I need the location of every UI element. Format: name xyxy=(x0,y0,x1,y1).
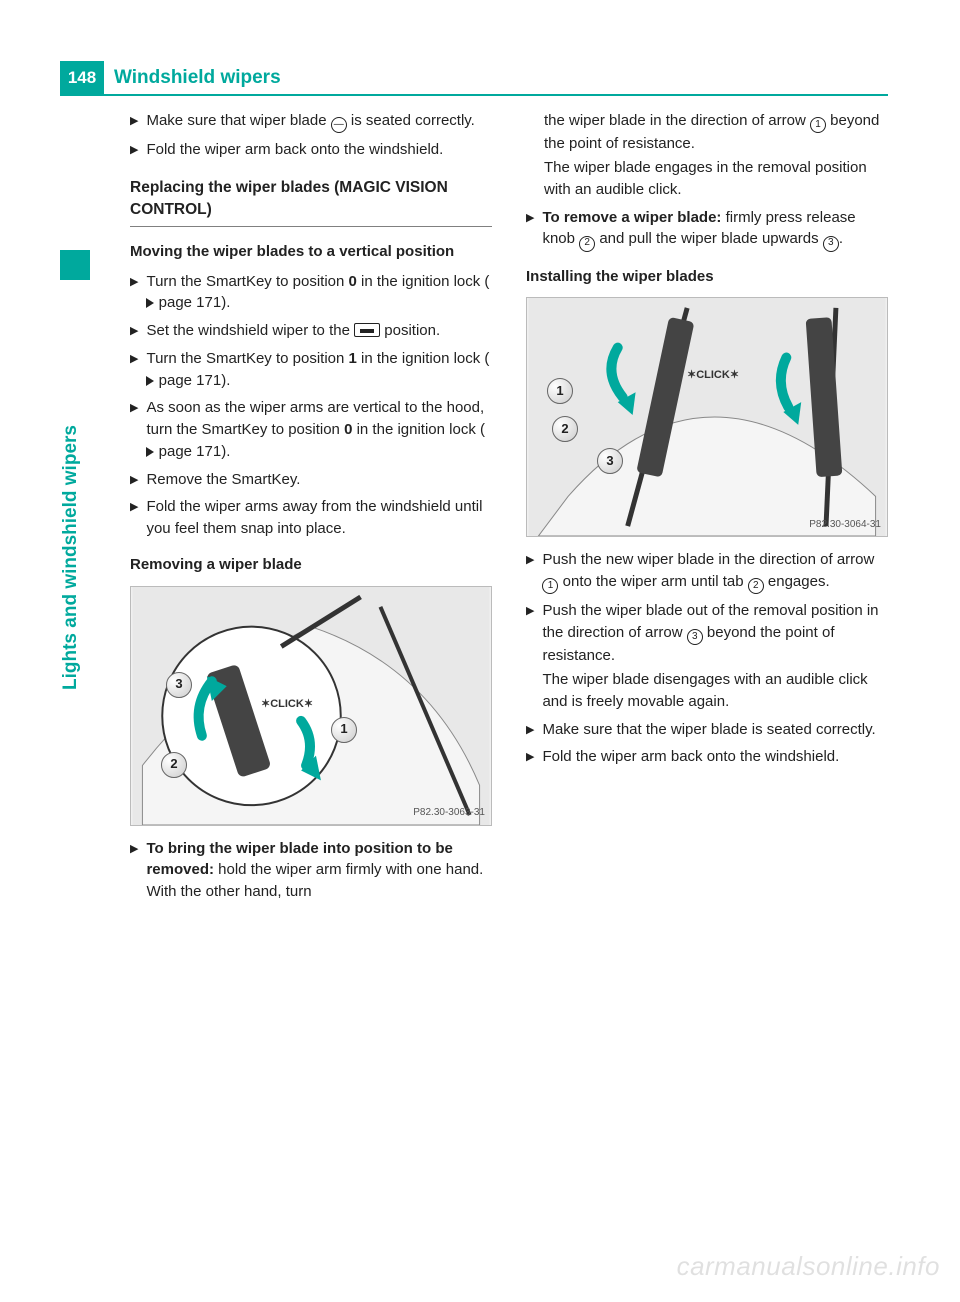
content-area: ▶ Make sure that wiper blade — is seated… xyxy=(130,110,888,909)
text-span: page 171). xyxy=(154,372,230,389)
step-text: Remove the SmartKey. xyxy=(146,469,492,491)
figure-label: P82.30-3064-31 xyxy=(809,518,881,533)
text-span: The wiper blade disengages with an audib… xyxy=(542,669,888,713)
text-span: page 171). xyxy=(154,294,230,311)
step-item: ▶ Fold the wiper arms away from the wind… xyxy=(130,496,492,540)
text-span: in the ignition lock ( xyxy=(357,350,490,367)
step-item: ▶ To remove a wiper blade: firmly press … xyxy=(526,207,888,252)
step-bullet-icon: ▶ xyxy=(130,114,138,133)
step-text: Push the new wiper blade in the directio… xyxy=(542,549,888,594)
watermark: carmanualsonline.info xyxy=(677,1251,940,1282)
step-bullet-icon: ▶ xyxy=(526,750,534,768)
step-text: To remove a wiper blade: firmly press re… xyxy=(542,207,888,252)
step-item: ▶ Fold the wiper arm back onto the winds… xyxy=(130,139,492,161)
step-item: ▶ Turn the SmartKey to position 0 in the… xyxy=(130,271,492,315)
callout-2: 2 xyxy=(161,752,187,778)
figure-label: P82.30-3063-31 xyxy=(413,806,485,821)
text-span: and pull the wiper blade upwards xyxy=(595,230,823,247)
click-burst-icon: ✶CLICK✶ xyxy=(687,368,739,384)
step-item: ▶ To bring the wiper blade into position… xyxy=(130,838,492,903)
text-span: Turn the SmartKey to position xyxy=(146,350,348,367)
section-heading: Replacing the wiper blades (MAGIC VISION… xyxy=(130,177,492,222)
step-text: Set the windshield wiper to the position… xyxy=(146,320,492,342)
step-bullet-icon: ▶ xyxy=(130,500,138,540)
side-label: Lights and windshield wipers xyxy=(60,425,82,690)
step-bullet-icon: ▶ xyxy=(130,473,138,491)
text-span: in the ignition lock ( xyxy=(357,273,490,290)
text-span: the wiper blade in the direction of arro… xyxy=(544,112,810,129)
figure-removing: 1 2 3 ✶CLICK✶ P82.30-3063-31 xyxy=(130,586,492,826)
text-bold: 1 xyxy=(349,350,357,367)
header-bar: 148 Windshield wipers xyxy=(60,62,888,96)
step-text: Fold the wiper arm back onto the windshi… xyxy=(146,139,492,161)
text-span: Make sure that wiper blade xyxy=(146,112,330,129)
text-span: Turn the SmartKey to position xyxy=(146,273,348,290)
click-burst-icon: ✶CLICK✶ xyxy=(261,697,313,713)
callout-circle-icon: — xyxy=(331,117,347,133)
step-bullet-icon: ▶ xyxy=(526,211,534,252)
step-item: ▶ Set the windshield wiper to the positi… xyxy=(130,320,492,342)
callout-circle-icon: 1 xyxy=(542,578,558,594)
step-bullet-icon: ▶ xyxy=(130,842,138,903)
step-bullet-icon: ▶ xyxy=(526,723,534,741)
left-column: ▶ Make sure that wiper blade — is seated… xyxy=(130,110,492,909)
text-span: is seated correctly. xyxy=(347,112,475,129)
callout-circle-icon: 2 xyxy=(579,236,595,252)
step-text: Make sure that the wiper blade is seated… xyxy=(542,719,888,741)
text-bold: To remove a wiper blade: xyxy=(542,209,721,226)
step-bullet-icon: ▶ xyxy=(130,352,138,392)
paragraph-heading: Removing a wiper blade xyxy=(130,554,492,576)
text-span: position. xyxy=(380,322,440,339)
text-span: . xyxy=(839,230,843,247)
step-item: ▶ As soon as the wiper arms are vertical… xyxy=(130,397,492,462)
step-bullet-icon: ▶ xyxy=(130,143,138,161)
callout-circle-icon: 2 xyxy=(748,578,764,594)
text-span: in the ignition lock ( xyxy=(352,421,485,438)
step-item: ▶ Make sure that wiper blade — is seated… xyxy=(130,110,492,133)
callout-circle-icon: 3 xyxy=(823,236,839,252)
paragraph-heading: Moving the wiper blades to a vertical po… xyxy=(130,241,492,263)
page-number: 148 xyxy=(60,61,104,95)
step-item: ▶ Make sure that the wiper blade is seat… xyxy=(526,719,888,741)
section-rule xyxy=(130,226,492,227)
step-item: ▶ Remove the SmartKey. xyxy=(130,469,492,491)
figure-installing: 1 2 3 ✶CLICK✶ P82.30-3064-31 xyxy=(526,297,888,537)
step-text: Turn the SmartKey to position 1 in the i… xyxy=(146,348,492,392)
step-text: As soon as the wiper arms are vertical t… xyxy=(146,397,492,462)
text-span: Push the new wiper blade in the directio… xyxy=(542,551,874,568)
text-span: page 171). xyxy=(154,443,230,460)
step-text: Fold the wiper arm back onto the windshi… xyxy=(542,746,888,768)
paragraph-heading: Installing the wiper blades xyxy=(526,266,888,288)
step-item: ▶ Turn the SmartKey to position 1 in the… xyxy=(130,348,492,392)
step-text: Push the wiper blade out of the removal … xyxy=(542,600,888,712)
step-item: ▶ Fold the wiper arm back onto the winds… xyxy=(526,746,888,768)
text-span: Set the windshield wiper to the xyxy=(146,322,354,339)
callout-3: 3 xyxy=(166,672,192,698)
key-symbol-icon xyxy=(354,323,380,337)
step-text: To bring the wiper blade into position t… xyxy=(146,838,492,903)
step-bullet-icon: ▶ xyxy=(130,275,138,315)
text-span: onto the wiper arm until tab xyxy=(558,573,747,590)
step-item: ▶ Push the wiper blade out of the remova… xyxy=(526,600,888,712)
callout-circle-icon: 3 xyxy=(687,629,703,645)
step-bullet-icon: ▶ xyxy=(130,324,138,342)
figure-svg xyxy=(527,298,887,536)
continuation-block: the wiper blade in the direction of arro… xyxy=(526,110,888,201)
step-bullet-icon: ▶ xyxy=(526,553,534,594)
step-text: Make sure that wiper blade — is seated c… xyxy=(146,110,492,133)
callout-circle-icon: 1 xyxy=(810,117,826,133)
step-bullet-icon: ▶ xyxy=(130,401,138,462)
step-bullet-icon: ▶ xyxy=(526,604,534,712)
text-span: The wiper blade engages in the removal p… xyxy=(544,157,888,201)
step-text: Turn the SmartKey to position 0 in the i… xyxy=(146,271,492,315)
step-item: ▶ Push the new wiper blade in the direct… xyxy=(526,549,888,594)
step-text: Fold the wiper arms away from the windsh… xyxy=(146,496,492,540)
callout-1: 1 xyxy=(331,717,357,743)
side-tab xyxy=(60,250,90,280)
right-column: the wiper blade in the direction of arro… xyxy=(526,110,888,909)
header-title: Windshield wipers xyxy=(114,67,281,89)
text-bold: 0 xyxy=(349,273,357,290)
text-span: engages. xyxy=(764,573,830,590)
